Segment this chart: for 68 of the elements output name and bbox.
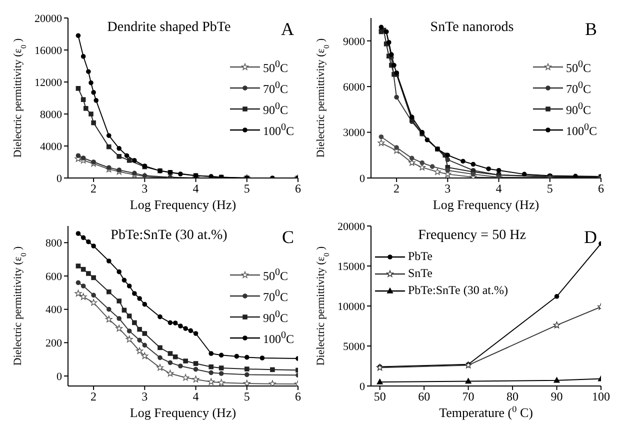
x-tick-label: 2 xyxy=(90,182,97,196)
legend-label: 100$^{0}$C xyxy=(262,121,294,140)
x-tick-label: 5 xyxy=(244,182,250,196)
y-tick-label: 600 xyxy=(46,270,62,283)
legend-label: 90$^{0}$C xyxy=(566,100,591,119)
x-tick-label: 5 xyxy=(546,182,553,196)
y-tick-label: 12000 xyxy=(34,76,62,89)
y-tick-label: 5000 xyxy=(343,340,366,353)
x-tick-label: 4 xyxy=(192,390,199,404)
legend-label: 100$^{0}$C xyxy=(262,329,294,348)
chart-title: Frequency = 50 Hz xyxy=(417,228,527,244)
x-tick-label: 2 xyxy=(394,182,400,196)
x-tick-label: 50 xyxy=(374,390,386,404)
x-tick-label: 4 xyxy=(192,182,199,196)
y-tick-label: 0 xyxy=(56,370,62,383)
x-tick-label: 100 xyxy=(592,390,610,404)
y-tick-label: 9000 xyxy=(343,36,366,48)
x-tick-label: 70 xyxy=(462,390,474,404)
annotation: A xyxy=(281,19,294,40)
y-tick-label: 10000 xyxy=(338,300,366,313)
legend-label: 70$^{0}$C xyxy=(262,287,288,306)
chart-title: SnTe nanorods xyxy=(429,20,515,36)
x-tick-label: 90 xyxy=(550,390,563,404)
y-tick-label: 16000 xyxy=(34,44,62,57)
chart-title: PbTe:SnTe (30 at.%) xyxy=(110,228,228,244)
x-tick-label: 4 xyxy=(496,182,502,196)
x-axis-title: Log Frequency (Hz) xyxy=(130,405,236,420)
x-tick-label: 5 xyxy=(244,390,250,404)
x-axis-title: Temperature ($^{0}$C) xyxy=(439,404,533,420)
y-tick-label: 15000 xyxy=(338,260,366,273)
y-tick-label: 6000 xyxy=(343,81,366,94)
legend-label: 50$^{0}$C xyxy=(262,58,288,77)
x-tick-label: 60 xyxy=(418,390,430,404)
legend-label: PbTe:SnTe (30 at.%) xyxy=(408,282,508,299)
legend-label: 90$^{0}$C xyxy=(262,100,288,119)
y-tick-label: 800 xyxy=(46,238,62,250)
y-tick-label: 4000 xyxy=(40,140,62,153)
legend-label: 100$^{0}$C xyxy=(566,121,597,140)
x-tick-label: 6 xyxy=(295,182,301,196)
annotation: D xyxy=(584,227,597,248)
x-tick-label: 2 xyxy=(90,390,97,404)
x-tick-label: 6 xyxy=(598,182,604,196)
y-tick-label: 20000 xyxy=(34,12,62,25)
legend-label: 50$^{0}$C xyxy=(262,266,288,285)
x-axis-title: Log Frequency (Hz) xyxy=(432,197,540,212)
x-tick-label: 80 xyxy=(506,390,519,404)
annotation: B xyxy=(584,19,597,40)
annotation: C xyxy=(282,227,294,248)
legend-label: 70$^{0}$C xyxy=(566,79,591,98)
y-tick-label: 20000 xyxy=(338,220,366,233)
x-tick-label: 3 xyxy=(444,182,451,196)
legend-label: 70$^{0}$C xyxy=(262,79,288,98)
chart-title: Dendrite shaped PbTe xyxy=(106,20,232,36)
y-tick-label: 3000 xyxy=(343,127,366,140)
legend-label: 50$^{0}$C xyxy=(566,58,591,77)
x-tick-label: 3 xyxy=(142,390,148,404)
x-axis-title: Log Frequency (Hz) xyxy=(130,197,236,212)
legend-label: 90$^{0}$C xyxy=(262,308,288,327)
y-tick-label: 8000 xyxy=(40,108,62,121)
legend-label: SnTe xyxy=(408,265,432,282)
legend-label: PbTe xyxy=(408,248,432,265)
y-tick-label: 200 xyxy=(46,338,62,350)
y-tick-label: 0 xyxy=(56,172,62,185)
y-tick-label: 400 xyxy=(46,304,62,316)
x-tick-label: 3 xyxy=(142,182,148,196)
y-tick-label: 0 xyxy=(360,172,366,185)
x-tick-label: 6 xyxy=(295,390,301,404)
y-tick-label: 0 xyxy=(360,380,366,393)
